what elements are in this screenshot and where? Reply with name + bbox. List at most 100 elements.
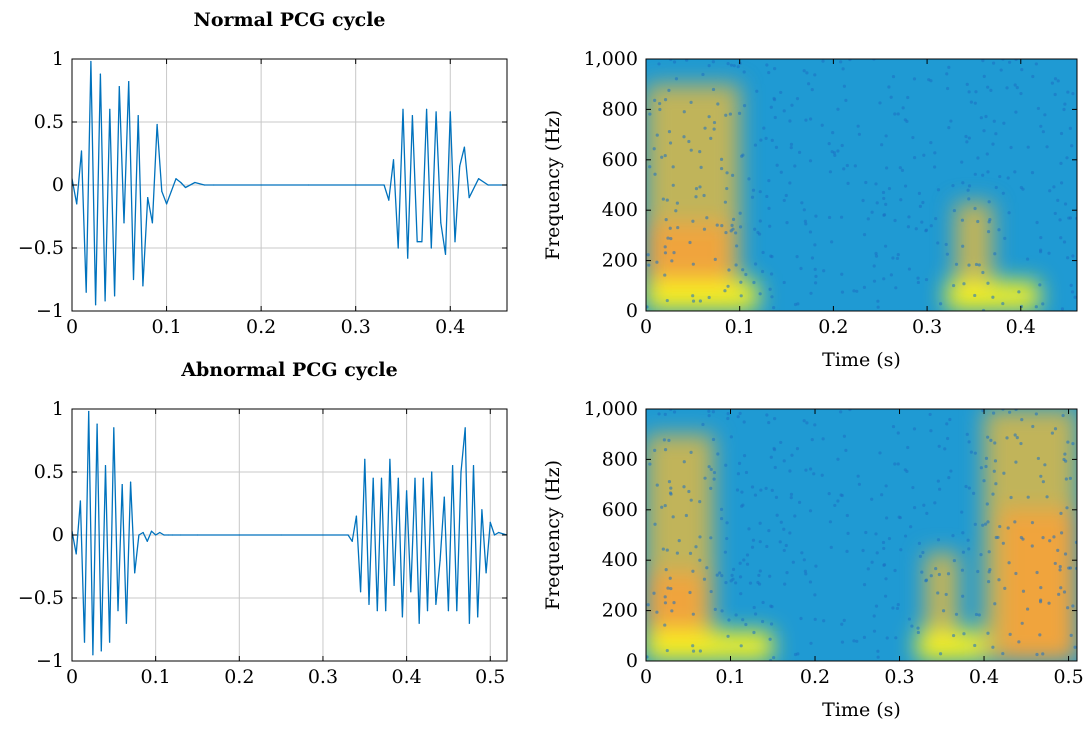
spectrogram-speckle-dot [947,476,951,480]
waveform-point [481,509,483,511]
spectrogram-speckle-dot [663,245,667,249]
spectrogram-speckle-dot [709,589,713,594]
spectrogram-speckle-dot [698,649,702,653]
spectrogram-speckle-dot [770,295,774,299]
spectrogram-speckle-dot [987,230,991,234]
spectrogram-speckle-dot [875,551,879,555]
spectrogram-speckle-dot [729,63,734,67]
spectrogram-speckle-dot [725,521,729,525]
spectrogram-speckle-dot [691,644,695,648]
waveform-point [372,477,374,479]
spectrogram-speckle-dot [653,522,657,526]
spectrogram-speckle-dot [663,273,667,277]
spectrogram-speckle-dot [675,201,679,205]
waveform-point [388,199,390,201]
spectrogram-speckle-dot [663,153,667,158]
spectrogram-speckle-dot [734,263,738,267]
spectrogram-speckle-dot [769,105,773,109]
spectrogram-speckle-dot [725,186,729,191]
spectrogram-speckle-dot [992,469,996,473]
waveform-point [401,616,404,618]
spectrogram-speckle-dot [1057,592,1061,596]
spectrogram-speckle-dot [829,545,833,549]
waveform-point [83,641,86,643]
spectrogram-speckle-dot [813,281,818,285]
waveform-point [109,108,111,110]
spectrogram-speckle-dot [966,188,970,192]
spectrogram-speckle-dot [862,233,867,237]
spectrogram-speckle-dot [977,613,981,617]
spectrogram-speckle-dot [1059,511,1063,515]
x-tick-label: 0.1 [715,666,745,688]
spectrogram-speckle-dot [782,459,786,463]
spectrogram-speckle-dot [755,89,759,93]
spectrogram-speckle-dot [687,489,691,494]
spectrogram-speckle-dot [765,413,769,417]
spectrogram-speckle-dot [938,652,943,656]
waveform-point [397,247,399,249]
spectrogram-speckle-dot [960,510,964,514]
spectrogram-speckle-dot [1001,191,1005,195]
spectrogram-speckle-dot [670,609,674,613]
spectrogram-speckle-dot [703,126,707,130]
spectrogram-speckle-dot [712,470,717,475]
spectrogram-speckle-dot [965,140,969,144]
spectrogram-speckle-dot [872,629,877,633]
spectrogram-speckle-dot [987,570,991,574]
spectrogram-speckle-dot [689,498,693,502]
spectrogram-speckle-dot [951,633,956,638]
spectrogram-speckle-dot [836,149,840,153]
spectrogram-speckle-dot [952,558,957,563]
x-tick-label: 0 [640,666,652,688]
spectrogram-speckle-dot [1003,236,1007,240]
spectrogram-speckle-dot [887,536,892,541]
spectrogram-speckle-dot [948,417,952,422]
spectrogram-speckle-dot [1019,535,1023,540]
spectrogram-speckle-dot [882,546,886,551]
waveform-point [165,203,168,205]
spectrogram-speckle [646,59,1077,311]
waveform-point [385,610,387,612]
spectrogram-speckle-dot [1060,307,1065,311]
spectrogram-speckle-dot [841,67,845,71]
spectrogram-speckle-dot [782,109,786,113]
spectrogram-speckle-dot [866,567,870,571]
spectrogram-speckle-dot [739,592,743,596]
spectrogram-speckle-dot [813,73,817,77]
spectrogram-speckle-dot [702,193,706,198]
spectrogram-speckle-dot [1039,586,1043,590]
spectrogram-speckle-dot [784,543,788,548]
spectrogram-speckle-dot [756,230,760,235]
spectrogram-speckle-dot [916,626,920,630]
waveform-point [368,603,370,605]
spectrogram-speckle-dot [1043,463,1047,467]
spectrogram-speckle-dot [891,424,896,429]
spectrogram-speckle-dot [725,536,729,541]
spectrogram-speckle-dot [1014,59,1018,62]
spectrogram-speckle-dot [882,563,887,567]
spectrogram-speckle-dot [947,126,951,130]
spectrogram-speckle-dot [655,610,659,614]
spectrogram-speckle-dot [707,115,711,119]
spectrogram-speckle-dot [840,272,844,276]
spectrogram-speckle-dot [973,172,977,176]
spectrogram-speckle-dot [758,569,762,573]
spectrogram-speckle-dot [788,469,792,473]
waveform-point [485,572,487,574]
waveform-point [410,591,412,593]
spectrogram-speckle-dot [788,181,792,185]
spectrogram-speckle-dot [1056,79,1060,83]
spectrogram-speckle-dot [666,236,670,240]
spectrogram-speckle-dot [742,70,746,74]
spectrogram-speckle-dot [960,218,965,222]
spectrogram-speckle-dot [1067,216,1071,220]
spectrogram-speckle-dot [813,423,817,427]
spectrogram-speckle-dot [768,574,772,578]
spectrogram-speckle-dot [669,236,673,241]
spectrogram-speckle-dot [881,190,886,195]
spectrogram-speckle-dot [802,208,806,212]
y-tick-label: −0.5 [18,237,64,259]
spectrogram-speckle-dot [741,268,745,272]
waveform-point [150,530,153,532]
spectrogram-speckle-dot [698,299,702,303]
